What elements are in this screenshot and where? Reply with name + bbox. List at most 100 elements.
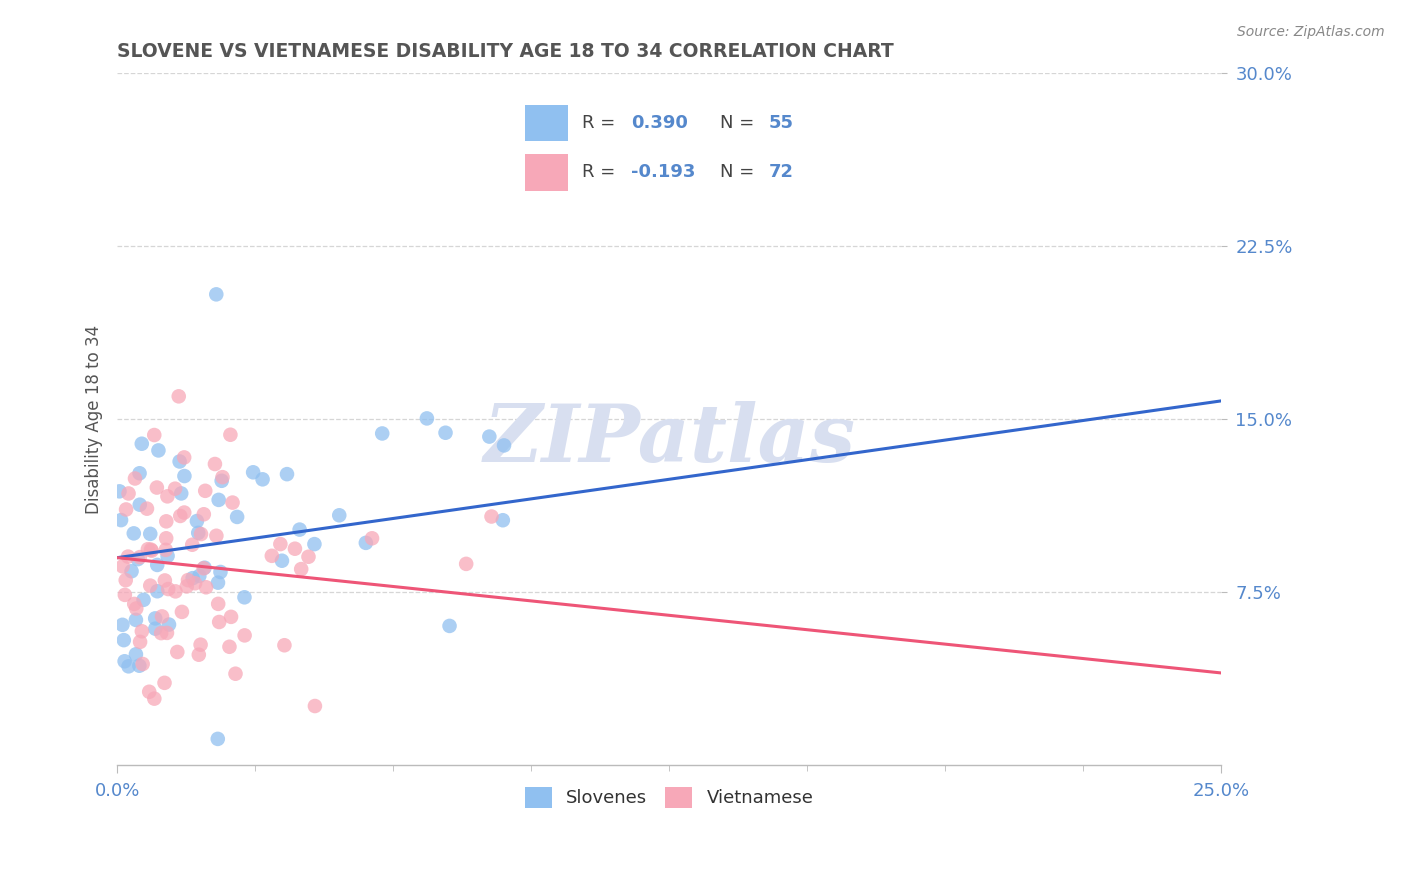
Point bbox=[146, 584, 169, 599]
Point bbox=[439, 619, 461, 633]
Point bbox=[129, 635, 152, 649]
Point bbox=[207, 731, 229, 746]
Point bbox=[211, 474, 233, 488]
Point bbox=[117, 659, 139, 673]
Point bbox=[114, 573, 136, 587]
Point bbox=[181, 571, 204, 585]
Point bbox=[117, 549, 139, 564]
Point bbox=[195, 580, 218, 594]
Point bbox=[143, 611, 166, 625]
Point bbox=[416, 411, 439, 425]
Point bbox=[193, 508, 215, 522]
Point bbox=[371, 426, 394, 441]
Point bbox=[136, 542, 159, 557]
Point bbox=[131, 657, 153, 671]
Point bbox=[122, 597, 145, 611]
Point bbox=[165, 584, 187, 599]
Point bbox=[186, 514, 208, 528]
Point bbox=[139, 579, 162, 593]
Point bbox=[187, 648, 209, 662]
Point bbox=[176, 579, 198, 593]
Point bbox=[193, 561, 215, 575]
Y-axis label: Disability Age 18 to 34: Disability Age 18 to 34 bbox=[86, 325, 103, 514]
Point bbox=[139, 542, 162, 557]
Point bbox=[156, 489, 179, 503]
Point bbox=[132, 592, 155, 607]
Point bbox=[169, 454, 191, 468]
Point bbox=[456, 557, 478, 571]
Point bbox=[170, 486, 193, 500]
Point bbox=[153, 676, 176, 690]
Point bbox=[242, 465, 264, 479]
Point bbox=[111, 559, 134, 574]
Point bbox=[297, 549, 319, 564]
Point bbox=[156, 626, 179, 640]
Point bbox=[205, 287, 228, 301]
Point bbox=[170, 605, 193, 619]
Point bbox=[136, 501, 159, 516]
Point bbox=[187, 525, 209, 540]
Point bbox=[143, 428, 166, 442]
Point bbox=[155, 531, 177, 545]
Point bbox=[271, 554, 294, 568]
Point bbox=[141, 543, 163, 558]
Point bbox=[193, 560, 215, 574]
Point bbox=[125, 648, 148, 662]
Text: Source: ZipAtlas.com: Source: ZipAtlas.com bbox=[1237, 25, 1385, 39]
Point bbox=[112, 633, 135, 648]
Point bbox=[328, 508, 350, 523]
Point bbox=[290, 562, 312, 576]
Point bbox=[276, 467, 298, 482]
Point bbox=[153, 574, 176, 588]
Point bbox=[169, 508, 191, 523]
Point bbox=[492, 438, 515, 452]
Point bbox=[194, 483, 217, 498]
Point bbox=[110, 513, 132, 527]
Point bbox=[173, 469, 195, 483]
Point bbox=[128, 467, 150, 481]
Point bbox=[233, 628, 256, 642]
Point bbox=[127, 552, 149, 566]
Point bbox=[269, 537, 291, 551]
Point bbox=[167, 389, 190, 403]
Point bbox=[157, 582, 180, 596]
Point bbox=[125, 613, 148, 627]
Point bbox=[233, 591, 256, 605]
Point bbox=[209, 565, 232, 579]
Point bbox=[131, 624, 153, 639]
Point bbox=[108, 484, 131, 499]
Point bbox=[131, 436, 153, 450]
Point bbox=[115, 502, 138, 516]
Point bbox=[208, 492, 231, 507]
Point bbox=[117, 486, 139, 500]
Point bbox=[125, 601, 148, 615]
Point bbox=[177, 573, 200, 587]
Point bbox=[211, 470, 233, 484]
Point bbox=[173, 506, 195, 520]
Point bbox=[139, 527, 162, 541]
Point bbox=[156, 549, 179, 563]
Point bbox=[146, 481, 169, 495]
Point bbox=[207, 597, 229, 611]
Legend: Slovenes, Vietnamese: Slovenes, Vietnamese bbox=[517, 780, 821, 815]
Point bbox=[188, 569, 211, 583]
Point bbox=[155, 542, 177, 557]
Point bbox=[121, 564, 143, 578]
Point bbox=[184, 576, 207, 591]
Point bbox=[204, 457, 226, 471]
Point bbox=[114, 588, 136, 602]
Point bbox=[150, 626, 173, 640]
Point bbox=[221, 495, 243, 509]
Point bbox=[288, 523, 311, 537]
Point bbox=[208, 615, 231, 629]
Point bbox=[260, 549, 283, 563]
Point bbox=[273, 638, 295, 652]
Point bbox=[148, 443, 170, 458]
Point bbox=[304, 537, 326, 551]
Point bbox=[224, 666, 246, 681]
Text: SLOVENE VS VIETNAMESE DISABILITY AGE 18 TO 34 CORRELATION CHART: SLOVENE VS VIETNAMESE DISABILITY AGE 18 … bbox=[117, 42, 894, 61]
Point bbox=[207, 575, 229, 590]
Point bbox=[205, 529, 228, 543]
Point bbox=[165, 482, 187, 496]
Text: ZIPatlas: ZIPatlas bbox=[484, 401, 855, 479]
